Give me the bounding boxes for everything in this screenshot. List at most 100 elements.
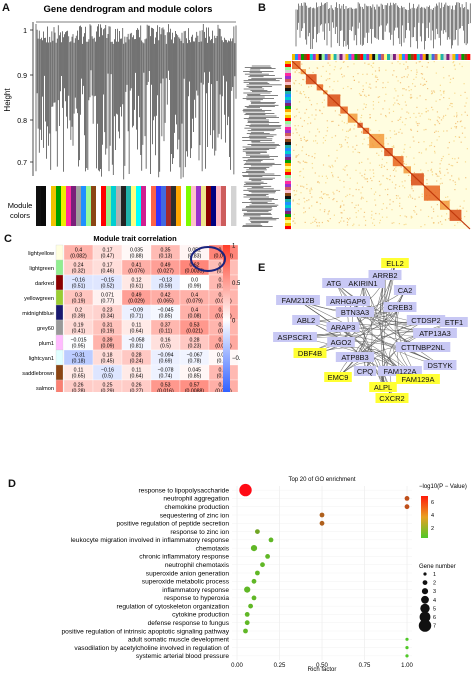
enrichment-point (405, 646, 409, 650)
enrichment-point (404, 504, 410, 510)
cell-value: −0.078 (157, 367, 173, 373)
cell-value: 0.071 (101, 292, 114, 298)
row-label: lightcyan1 (29, 356, 54, 362)
gene-node-label: FAM212B (282, 296, 315, 305)
cell-pvalue: (0.39) (72, 314, 86, 320)
module-color-segment (181, 186, 187, 226)
enrichment-point (404, 496, 410, 501)
colorbar (421, 496, 428, 538)
module-colors-label-line2: colors (10, 211, 30, 220)
cell-value: 0.3 (75, 292, 82, 298)
go-term-label: neutrophil chemotaxis (165, 562, 230, 569)
gene-node: DSTYK (423, 360, 457, 370)
go-term-label: cytokine production (172, 612, 229, 619)
gene-node-label: ASPSCR1 (277, 333, 312, 342)
size-legend-label: 5 (433, 606, 436, 612)
row-color-swatch (55, 304, 64, 321)
enrichment-point (244, 612, 250, 617)
cell-value: 0.49 (160, 262, 170, 268)
cell-value: −0.09 (130, 307, 143, 313)
cell-pvalue: (0.78) (188, 359, 202, 365)
go-term-label: leukocyte migration involved in inflamma… (71, 537, 230, 544)
cell-value: −0.15 (101, 277, 114, 283)
enrichment-point (248, 603, 254, 609)
cell-pvalue: (0.079) (186, 299, 203, 305)
cell-value: 0.25 (102, 382, 112, 388)
panel-c-correlation-heatmap: Module trait correlation lightyellow0.4(… (22, 234, 240, 392)
go-term-label: response to hyperoxia (164, 595, 229, 602)
network-edge (335, 282, 441, 366)
cell-pvalue: (0.19) (72, 299, 86, 305)
cell-pvalue: (0.09) (101, 344, 115, 350)
gene-node: CTTNBP2NL (395, 342, 451, 352)
module-color-segment (141, 186, 147, 226)
go-term-label: positive regulation of intrinsic apoptot… (61, 628, 229, 635)
module-color-segment (91, 186, 97, 226)
highlight-circle (190, 246, 226, 272)
go-term-label: superoxide metabolic process (142, 579, 230, 586)
cell-pvalue: (0.5) (102, 374, 113, 380)
module-color-segment (201, 186, 207, 226)
module-color-segment (56, 186, 62, 226)
module-color-segment (126, 186, 132, 226)
go-term-label: regulation of cytoskeleton organization (116, 603, 229, 610)
cell-pvalue: (0.0035) (185, 269, 205, 275)
row-label: lightgreen (29, 266, 54, 272)
cell-pvalue: (0.45) (101, 359, 115, 365)
cell-value: 0.0 (191, 277, 198, 283)
cell-pvalue: (0.95) (72, 344, 86, 350)
cell-pvalue: (0.59) (159, 284, 173, 290)
module-color-segment (116, 186, 122, 226)
cell-value: 0.12 (131, 277, 141, 283)
enrichment-point (405, 654, 409, 658)
size-legend-label: 4 (433, 598, 436, 604)
module-color-segment (171, 186, 177, 226)
gene-node-label: AGO2 (331, 338, 352, 347)
module-color-segment (226, 186, 232, 226)
cell-value: 0.11 (74, 367, 84, 373)
go-term-label: chemokine production (164, 504, 229, 511)
enrichment-point (265, 554, 270, 559)
gene-node-label: BTN3A3 (341, 308, 369, 317)
gene-node: ELL2 (381, 258, 409, 268)
go-term-label: sequestering of zinc ion (160, 512, 230, 519)
gene-node: ETF1 (440, 317, 468, 327)
cell-value: 0.49 (131, 292, 141, 298)
cell-value: 0.4 (191, 307, 198, 313)
cell-value: 0.11 (132, 322, 142, 328)
cell-pvalue: (0.065) (157, 299, 174, 305)
row-color-swatch (55, 364, 64, 381)
panel-e-letter: E (258, 262, 266, 274)
cell-pvalue: (0.23) (188, 344, 202, 350)
cell-pvalue: (0.5) (160, 344, 171, 350)
cell-pvalue: (0.77) (101, 299, 115, 305)
gene-node: AKIRIN1 (341, 278, 385, 288)
cell-pvalue: (0.029) (128, 299, 145, 305)
colorbar-tick-label: 4 (431, 513, 434, 519)
enrichment-point (260, 562, 265, 568)
cell-pvalue: (0.021) (186, 329, 203, 335)
x-tick-label: 0.25 (274, 663, 286, 669)
network-edge (297, 299, 401, 372)
cell-pvalue: (0.34) (101, 314, 115, 320)
panel-c-letter: C (4, 233, 12, 245)
module-color-segment (81, 186, 87, 226)
cell-value: −0.16 (72, 277, 85, 283)
module-color-segment (101, 186, 107, 226)
module-color-segment (216, 186, 222, 226)
gene-node-label: ATP8B3 (341, 353, 368, 362)
scale-tick-label: 1 (232, 244, 236, 250)
row-color-swatch (55, 274, 64, 291)
enrichment-point (251, 578, 257, 584)
cell-value: 0.2 (75, 307, 82, 313)
cell-value: 0.045 (188, 367, 201, 373)
gene-node-label: FAM122A (384, 367, 417, 376)
x-tick-label: 1.00 (401, 663, 413, 669)
panel-d-letter: D (8, 478, 16, 490)
gene-node-label: DBF4B (298, 349, 322, 358)
cell-value: −0.094 (157, 352, 173, 358)
scale-tick-label: 0 (232, 319, 236, 325)
module-color-segment (196, 186, 202, 226)
x-tick-label: 0.75 (359, 663, 371, 669)
size-legend-dot (420, 603, 430, 614)
